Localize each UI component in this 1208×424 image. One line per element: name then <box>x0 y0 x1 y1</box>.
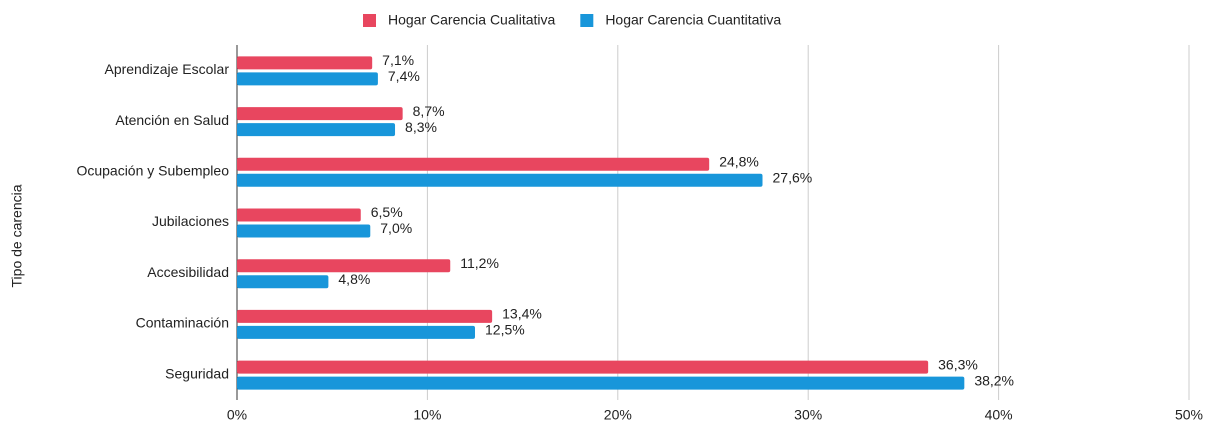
y-axis-label: Tipo de carencia <box>9 184 25 287</box>
legend-swatch <box>363 14 376 27</box>
bar <box>237 123 396 137</box>
value-label: 7,1% <box>382 52 414 68</box>
legend-swatch <box>580 14 594 27</box>
bar <box>237 56 373 70</box>
bar <box>237 107 403 121</box>
bar <box>237 208 361 222</box>
legend-label: Hogar Carencia Cualitativa <box>388 12 556 28</box>
y-tick-label: Ocupación y Subempleo <box>76 162 229 178</box>
value-label: 24,8% <box>719 153 759 169</box>
value-label: 27,6% <box>773 169 813 185</box>
bar <box>237 360 929 374</box>
bar <box>237 275 329 289</box>
y-tick-label: Contaminación <box>136 315 229 331</box>
value-label: 36,3% <box>938 356 978 372</box>
value-label: 12,5% <box>485 322 525 338</box>
x-tick-label: 40% <box>985 407 1013 423</box>
bar <box>237 224 371 238</box>
bar <box>237 173 763 187</box>
y-tick-label: Jubilaciones <box>152 213 229 229</box>
y-tick-label: Atención en Salud <box>115 112 229 128</box>
x-tick-label: 0% <box>227 407 247 423</box>
value-label: 7,4% <box>388 68 420 84</box>
value-label: 7,0% <box>380 220 412 236</box>
x-tick-label: 50% <box>1175 407 1203 423</box>
legend-label: Hogar Carencia Cuantitativa <box>605 12 781 28</box>
value-label: 8,3% <box>405 119 437 135</box>
x-tick-label: 20% <box>604 407 632 423</box>
bar <box>237 376 965 390</box>
y-tick-label: Accesibilidad <box>147 264 229 280</box>
x-tick-label: 10% <box>413 407 441 423</box>
value-label: 38,2% <box>974 372 1014 388</box>
y-tick-label: Aprendizaje Escolar <box>104 61 229 77</box>
y-tick-label: Seguridad <box>165 365 229 381</box>
x-tick-label: 30% <box>794 407 822 423</box>
bar <box>237 72 378 86</box>
value-label: 11,2% <box>460 255 499 271</box>
bar <box>237 309 493 323</box>
bar <box>237 259 451 273</box>
bar <box>237 157 710 171</box>
value-label: 13,4% <box>502 306 542 322</box>
value-label: 4,8% <box>338 271 370 287</box>
value-label: 8,7% <box>413 103 445 119</box>
value-label: 6,5% <box>371 204 403 220</box>
bar <box>237 325 475 339</box>
